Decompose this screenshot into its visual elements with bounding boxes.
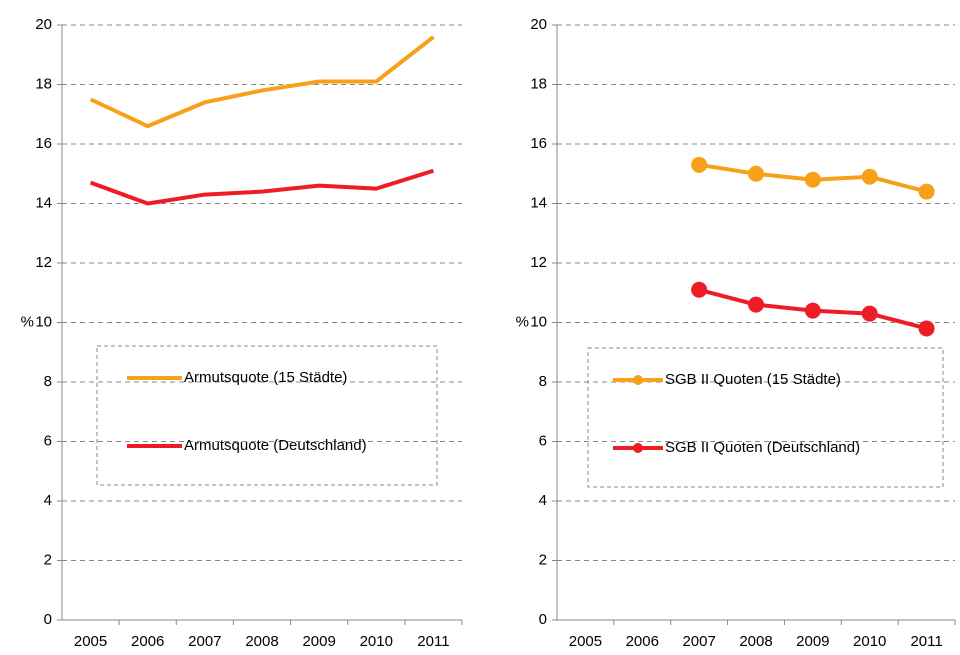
x-tick-label: 2006 — [626, 633, 659, 650]
legend-box — [587, 347, 944, 488]
x-tick-label: 2011 — [417, 633, 449, 650]
y-tick-label: 10 — [35, 313, 52, 330]
point — [918, 320, 935, 337]
point — [748, 296, 764, 313]
x-tick-label: 2007 — [682, 633, 715, 650]
y-tick-label: 18 — [530, 75, 547, 92]
y-tick-label: 12 — [35, 254, 52, 271]
y-axis-label: % — [516, 313, 529, 330]
legend-label: SGB II Quoten (Deutschland) — [665, 439, 860, 456]
series-line — [89, 35, 435, 129]
y-tick-label: 20 — [530, 16, 547, 33]
x-tick-label: 2010 — [360, 633, 393, 650]
y-tick-label: 4 — [44, 492, 52, 509]
y-axis-label: % — [21, 313, 34, 330]
series-line — [89, 168, 435, 206]
y-tick-label: 16 — [530, 135, 547, 152]
y-tick-label: 18 — [35, 75, 52, 92]
y-tick-label: 14 — [35, 194, 52, 211]
y-tick-label: 20 — [35, 16, 52, 33]
point — [804, 302, 821, 319]
x-tick-label: 2006 — [131, 633, 164, 650]
y-tick-label: 8 — [44, 373, 52, 390]
point — [804, 171, 821, 188]
y-tick-label: 14 — [530, 194, 547, 211]
point — [861, 168, 878, 185]
legend-label: SGB II Quoten (15 Städte) — [665, 371, 841, 388]
x-tick-label: 2010 — [853, 633, 886, 650]
legend-marker — [633, 375, 643, 385]
point — [691, 281, 708, 298]
point — [748, 165, 764, 182]
x-tick-label: 2008 — [245, 633, 278, 650]
point — [691, 156, 708, 173]
y-tick-label: 12 — [530, 254, 547, 271]
y-tick-label: 2 — [44, 551, 52, 568]
y-tick-label: 8 — [539, 373, 547, 390]
y-tick-label: 2 — [539, 551, 547, 568]
y-tick-label: 0 — [44, 611, 52, 628]
legend-label: Armutsquote (15 Städte) — [184, 369, 347, 386]
x-tick-label: 2008 — [739, 633, 772, 650]
point — [918, 183, 935, 200]
x-tick-label: 2009 — [796, 633, 829, 650]
x-tick-label: 2009 — [302, 633, 335, 650]
y-tick-label: 6 — [539, 432, 547, 449]
y-tick-label: 4 — [539, 492, 547, 509]
y-tick-label: 6 — [44, 432, 52, 449]
legend-label: Armutsquote (Deutschland) — [184, 437, 367, 454]
x-tick-label: 2007 — [188, 633, 221, 650]
point — [861, 305, 878, 322]
x-tick-label: 2005 — [74, 633, 107, 650]
legend-marker — [633, 443, 643, 453]
legend-box — [96, 345, 438, 486]
y-tick-label: 16 — [35, 135, 52, 152]
y-tick-label: 0 — [539, 611, 547, 628]
x-tick-label: 2011 — [910, 633, 942, 650]
y-tick-label: 10 — [530, 313, 547, 330]
x-tick-label: 2005 — [569, 633, 602, 650]
